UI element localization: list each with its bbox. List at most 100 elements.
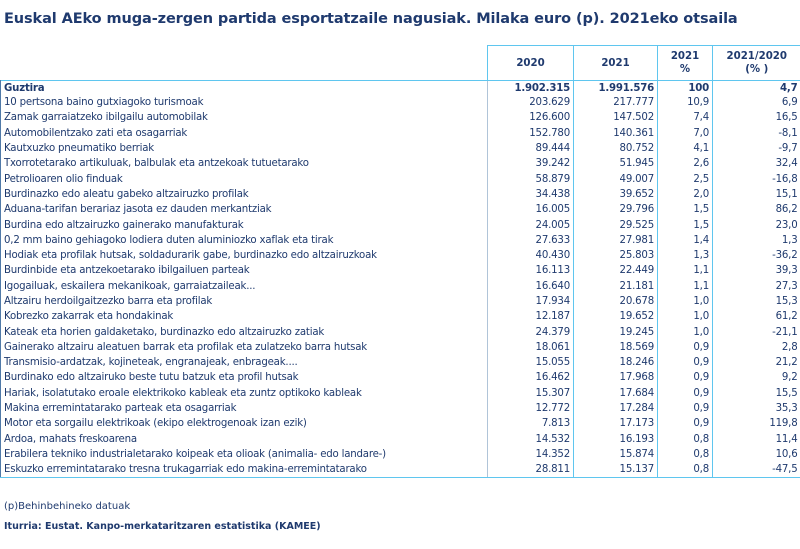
value-pct: 1,0 [657,324,713,340]
value-change: 21,2 [712,355,800,371]
value-2020: 27.633 [487,232,574,248]
row-label: Kateak eta horien galdaketako, burdinazk… [0,324,488,340]
row-label: 0,2 mm baino gehiagoko lodiera duten alu… [0,232,488,248]
value-2020: 15.307 [487,385,574,401]
value-pct: 1,1 [657,263,713,279]
value-2020: 58.879 [487,171,574,187]
value-pct: 2,5 [657,171,713,187]
value-2021: 51.945 [573,156,658,172]
value-2020: 152.780 [487,125,574,141]
value-2021: 140.361 [573,125,658,141]
value-change: 39,3 [712,263,800,279]
table-row: Eskuzko erremintatarako tresna trukagarr… [0,462,800,479]
table-row: Kateak eta horien galdaketako, burdinazk… [0,324,800,340]
value-pct: 7,4 [657,110,713,126]
value-2020: 14.352 [487,446,574,463]
value-change: 6,9 [712,95,800,111]
value-pct: 1,0 [657,309,713,325]
value-2020: 14.532 [487,431,574,447]
total-2020: 1.902.315 [487,80,574,95]
row-label: Makina erremintatarako parteak eta osaga… [0,400,488,417]
value-change: -47,5 [712,462,800,479]
value-2021: 18.569 [573,339,658,356]
value-pct: 0,8 [657,446,713,463]
value-2021: 27.981 [573,232,658,248]
row-label: Ardoa, mahats freskoarena [0,431,488,447]
value-2021: 217.777 [573,95,658,111]
table-row: Kobrezko zakarrak eta hondakinak 12.187 19… [0,309,800,325]
value-2021: 17.968 [573,370,658,386]
value-2020: 18.061 [487,339,574,356]
value-2021: 147.502 [573,110,658,126]
value-pct: 1,5 [657,217,713,233]
value-change: 86,2 [712,202,800,218]
table-row: Ardoa, mahats freskoarena 14.532 16.193 0,8… [0,431,800,447]
value-change: 23,0 [712,217,800,233]
value-2020: 203.629 [487,95,574,111]
value-pct: 1,1 [657,278,713,294]
row-label: Erabilera tekniko industrialetarako koip… [0,446,488,463]
value-change: -21,1 [712,324,800,340]
value-change: 2,8 [712,339,800,356]
row-label: Transmisio-ardatzak, kojineteak, engrana… [0,355,488,371]
value-change: 35,3 [712,400,800,417]
table-row: Automobilentzako zati eta osagarriak 152.… [0,125,800,141]
row-label: Motor eta sorgailu elektrikoak (ekipo el… [0,416,488,432]
value-change: 119,8 [712,416,800,432]
value-pct: 7,0 [657,125,713,141]
value-pct: 1,0 [657,293,713,310]
header-2021-pct: 2021 % [657,45,713,81]
value-change: 16,5 [712,110,800,126]
table-row: Aduana-tarifan berariaz jasota ez dauden… [0,202,800,218]
value-pct: 0,9 [657,416,713,432]
value-2020: 16.640 [487,278,574,294]
value-2021: 80.752 [573,140,658,157]
value-2020: 16.462 [487,370,574,386]
page-title: Euskal AEko muga-zergen partida esportat… [4,11,738,27]
value-2021: 16.193 [573,431,658,447]
row-label: Burdina edo altzairuzko gainerako manufa… [0,217,488,233]
row-label: Eskuzko erremintatarako tresna trukagarr… [0,462,488,479]
value-pct: 2,0 [657,186,713,203]
row-label: Kobrezko zakarrak eta hondakinak [0,309,488,325]
value-pct: 0,9 [657,339,713,356]
row-label: Altzairu herdoilgaitzezko barra eta prof… [0,293,488,310]
row-label: Automobilentzako zati eta osagarriak [0,125,488,141]
value-pct: 2,6 [657,156,713,172]
value-2021: 20.678 [573,293,658,310]
value-2021: 25.803 [573,247,658,264]
value-2020: 28.811 [487,462,574,479]
value-2020: 126.600 [487,110,574,126]
table-row: Burdinbide eta antzekoetarako ibilgailue… [0,263,800,279]
value-2020: 89.444 [487,140,574,157]
table-row: Igogailuak, eskailera mekanikoak, garrai… [0,278,800,294]
total-label: Guztira [0,80,488,95]
row-label: Hodiak eta profilak hutsak, soldadurarik… [0,247,488,264]
table-row: Burdina edo altzairuzko gainerako manufa… [0,217,800,233]
source-note: Iturria: Eustat. Kanpo-merkataritzaren e… [4,521,321,532]
table-row: Burdinako edo altzairuko beste tutu batz… [0,370,800,386]
exports-table: 2020 2021 2021 % 2021/2020 (% ) Guztira … [0,45,800,479]
value-change: 61,2 [712,309,800,325]
table-row: 10 pertsona baino gutxiagoko turismoak 20… [0,95,800,111]
value-2021: 19.652 [573,309,658,325]
value-2020: 24.379 [487,324,574,340]
row-label: 10 pertsona baino gutxiagoko turismoak [0,95,488,111]
value-change: 15,5 [712,385,800,401]
table-row: Hariak, isolatutako eroale elektrikoko k… [0,385,800,401]
value-change: 9,2 [712,370,800,386]
table-row: Burdinazko edo aleatu gabeko altzairuzko… [0,186,800,203]
row-label: Aduana-tarifan berariaz jasota ez dauden… [0,202,488,218]
value-pct: 0,9 [657,400,713,417]
row-label: Igogailuak, eskailera mekanikoak, garrai… [0,278,488,294]
row-label: Burdinbide eta antzekoetarako ibilgailue… [0,263,488,279]
value-2020: 12.187 [487,309,574,325]
value-change: 1,3 [712,232,800,248]
value-change: 32,4 [712,156,800,172]
value-2021: 29.796 [573,202,658,218]
value-2020: 12.772 [487,400,574,417]
table-row: Motor eta sorgailu elektrikoak (ekipo el… [0,416,800,432]
total-row: Guztira 1.902.315 1.991.576 100 4,7 [0,80,800,95]
value-pct: 4,1 [657,140,713,157]
value-change: 27,3 [712,278,800,294]
